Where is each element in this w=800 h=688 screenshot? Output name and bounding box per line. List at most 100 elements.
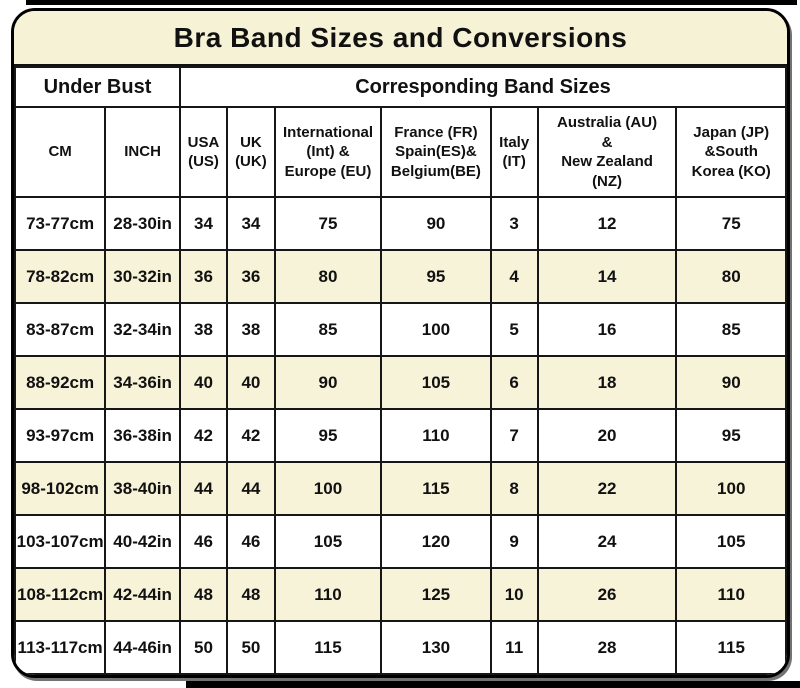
table-cell: 46 xyxy=(178,514,229,569)
table-cell: 80 xyxy=(273,249,383,304)
table-row: 108-112cm 42-44in 48 48 110 125 10 26 11… xyxy=(14,567,787,622)
table-cell: 98-102cm xyxy=(14,461,107,516)
table-cell: 83-87cm xyxy=(14,302,107,357)
table-cell: 34 xyxy=(226,196,276,251)
table-cell: 95 xyxy=(675,408,787,463)
table-cell: 26 xyxy=(536,567,678,622)
table-cell: 42-44in xyxy=(104,567,181,622)
table-cell: 100 xyxy=(380,302,492,357)
table-cell: 40 xyxy=(178,355,229,410)
table-cell: 16 xyxy=(536,302,678,357)
table-cell: 6 xyxy=(489,355,539,410)
table-cell: 28 xyxy=(536,620,678,675)
table-cell: 42 xyxy=(226,408,276,463)
title-bar: Bra Band Sizes and Conversions xyxy=(14,11,787,66)
table-cell: 38 xyxy=(178,302,229,357)
table-cell: 78-82cm xyxy=(14,249,107,304)
table-cell: 36 xyxy=(178,249,229,304)
table-cell: 42 xyxy=(178,408,229,463)
table-cell: 50 xyxy=(178,620,229,675)
table-cell: 120 xyxy=(380,514,492,569)
table-cell: 9 xyxy=(489,514,539,569)
table-cell: 38 xyxy=(226,302,276,357)
table-cell: 100 xyxy=(273,461,383,516)
table-cell: 20 xyxy=(536,408,678,463)
table-row: 113-117cm 44-46in 50 50 115 130 11 28 11… xyxy=(14,620,787,675)
table-cell: 115 xyxy=(273,620,383,675)
table-cell: 50 xyxy=(226,620,276,675)
group-header-row: Under Bust Corresponding Band Sizes xyxy=(14,66,787,108)
table-cell: 28-30in xyxy=(104,196,181,251)
table-cell: 44 xyxy=(226,461,276,516)
table-cell: 115 xyxy=(380,461,492,516)
conversion-table-card: Bra Band Sizes and Conversions Under Bus… xyxy=(11,8,790,678)
table-cell: 75 xyxy=(273,196,383,251)
table-cell: 10 xyxy=(489,567,539,622)
table-cell: 90 xyxy=(273,355,383,410)
table-row: 88-92cm 34-36in 40 40 90 105 6 18 90 xyxy=(14,355,787,410)
group-header-corresponding-band-sizes: Corresponding Band Sizes xyxy=(178,66,787,108)
table-cell: 125 xyxy=(380,567,492,622)
table-cell: 113-117cm xyxy=(14,620,107,675)
table-row: 73-77cm 28-30in 34 34 75 90 3 12 75 xyxy=(14,196,787,251)
table-cell: 12 xyxy=(536,196,678,251)
col-header-fr-es-be: France (FR) Spain(ES)& Belgium(BE) xyxy=(380,106,492,198)
table-cell: 48 xyxy=(226,567,276,622)
table-cell: 30-32in xyxy=(104,249,181,304)
col-header-italy: Italy (IT) xyxy=(489,106,539,198)
table-row: 98-102cm 38-40in 44 44 100 115 8 22 100 xyxy=(14,461,787,516)
col-header-jp-ko: Japan (JP) &South Korea (KO) xyxy=(675,106,787,198)
table-cell: 36-38in xyxy=(104,408,181,463)
col-header-inch: INCH xyxy=(104,106,181,198)
table-row: 93-97cm 36-38in 42 42 95 110 7 20 95 xyxy=(14,408,787,463)
table-row: 83-87cm 32-34in 38 38 85 100 5 16 85 xyxy=(14,302,787,357)
top-edge-artifact xyxy=(26,0,797,5)
table-cell: 105 xyxy=(380,355,492,410)
table-cell: 105 xyxy=(675,514,787,569)
table-cell: 18 xyxy=(536,355,678,410)
table-cell: 4 xyxy=(489,249,539,304)
column-header-row: CM INCH USA (US) UK (UK) International (… xyxy=(14,106,787,198)
table-cell: 103-107cm xyxy=(14,514,107,569)
table-cell: 5 xyxy=(489,302,539,357)
table-cell: 36 xyxy=(226,249,276,304)
table-cell: 44-46in xyxy=(104,620,181,675)
col-header-cm: CM xyxy=(14,106,107,198)
table-cell: 100 xyxy=(675,461,787,516)
table-cell: 85 xyxy=(273,302,383,357)
table-cell: 90 xyxy=(675,355,787,410)
table-cell: 32-34in xyxy=(104,302,181,357)
group-header-under-bust: Under Bust xyxy=(14,66,181,108)
table-cell: 48 xyxy=(178,567,229,622)
page-title: Bra Band Sizes and Conversions xyxy=(173,21,628,53)
table-cell: 95 xyxy=(380,249,492,304)
table-cell: 75 xyxy=(675,196,787,251)
table-cell: 110 xyxy=(273,567,383,622)
bra-band-size-table: Under Bust Corresponding Band Sizes CM I… xyxy=(14,66,787,675)
table-cell: 93-97cm xyxy=(14,408,107,463)
table-cell: 108-112cm xyxy=(14,567,107,622)
col-header-au-nz: Australia (AU) & New Zealand (NZ) xyxy=(536,106,678,198)
table-row: 103-107cm 40-42in 46 46 105 120 9 24 105 xyxy=(14,514,787,569)
table-cell: 14 xyxy=(536,249,678,304)
table-cell: 22 xyxy=(536,461,678,516)
col-header-int-eu: International (Int) & Europe (EU) xyxy=(273,106,383,198)
table-row: 78-82cm 30-32in 36 36 80 95 4 14 80 xyxy=(14,249,787,304)
table-cell: 3 xyxy=(489,196,539,251)
col-header-usa: USA (US) xyxy=(178,106,229,198)
table-cell: 8 xyxy=(489,461,539,516)
table-cell: 34-36in xyxy=(104,355,181,410)
bottom-edge-artifact xyxy=(186,681,800,688)
table-cell: 40-42in xyxy=(104,514,181,569)
table-cell: 34 xyxy=(178,196,229,251)
table-cell: 88-92cm xyxy=(14,355,107,410)
table-cell: 105 xyxy=(273,514,383,569)
table-cell: 110 xyxy=(675,567,787,622)
table-cell: 80 xyxy=(675,249,787,304)
table-cell: 11 xyxy=(489,620,539,675)
table-cell: 90 xyxy=(380,196,492,251)
table-cell: 110 xyxy=(380,408,492,463)
col-header-uk: UK (UK) xyxy=(226,106,276,198)
table-cell: 38-40in xyxy=(104,461,181,516)
table-cell: 85 xyxy=(675,302,787,357)
